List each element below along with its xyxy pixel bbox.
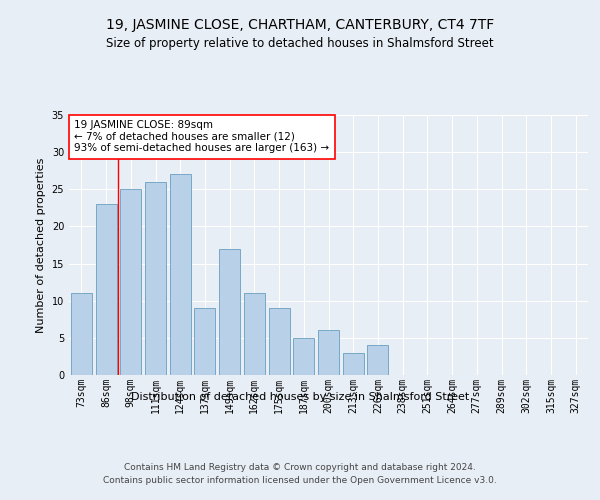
Bar: [244, 294, 265, 375]
Text: 19, JASMINE CLOSE, CHARTHAM, CANTERBURY, CT4 7TF: 19, JASMINE CLOSE, CHARTHAM, CANTERBURY,…: [106, 18, 494, 32]
Bar: [145, 182, 166, 375]
Text: Size of property relative to detached houses in Shalmsford Street: Size of property relative to detached ho…: [106, 38, 494, 51]
Bar: [71, 294, 92, 375]
Bar: [170, 174, 191, 375]
Bar: [194, 308, 215, 375]
Bar: [367, 346, 388, 375]
Text: Contains HM Land Registry data © Crown copyright and database right 2024.: Contains HM Land Registry data © Crown c…: [124, 462, 476, 471]
Bar: [318, 330, 339, 375]
Bar: [120, 190, 141, 375]
Text: Contains public sector information licensed under the Open Government Licence v3: Contains public sector information licen…: [103, 476, 497, 485]
Bar: [219, 248, 240, 375]
Text: Distribution of detached houses by size in Shalmsford Street: Distribution of detached houses by size …: [131, 392, 469, 402]
Bar: [293, 338, 314, 375]
Bar: [269, 308, 290, 375]
Y-axis label: Number of detached properties: Number of detached properties: [36, 158, 46, 332]
Text: 19 JASMINE CLOSE: 89sqm
← 7% of detached houses are smaller (12)
93% of semi-det: 19 JASMINE CLOSE: 89sqm ← 7% of detached…: [74, 120, 329, 154]
Bar: [343, 352, 364, 375]
Bar: [95, 204, 116, 375]
